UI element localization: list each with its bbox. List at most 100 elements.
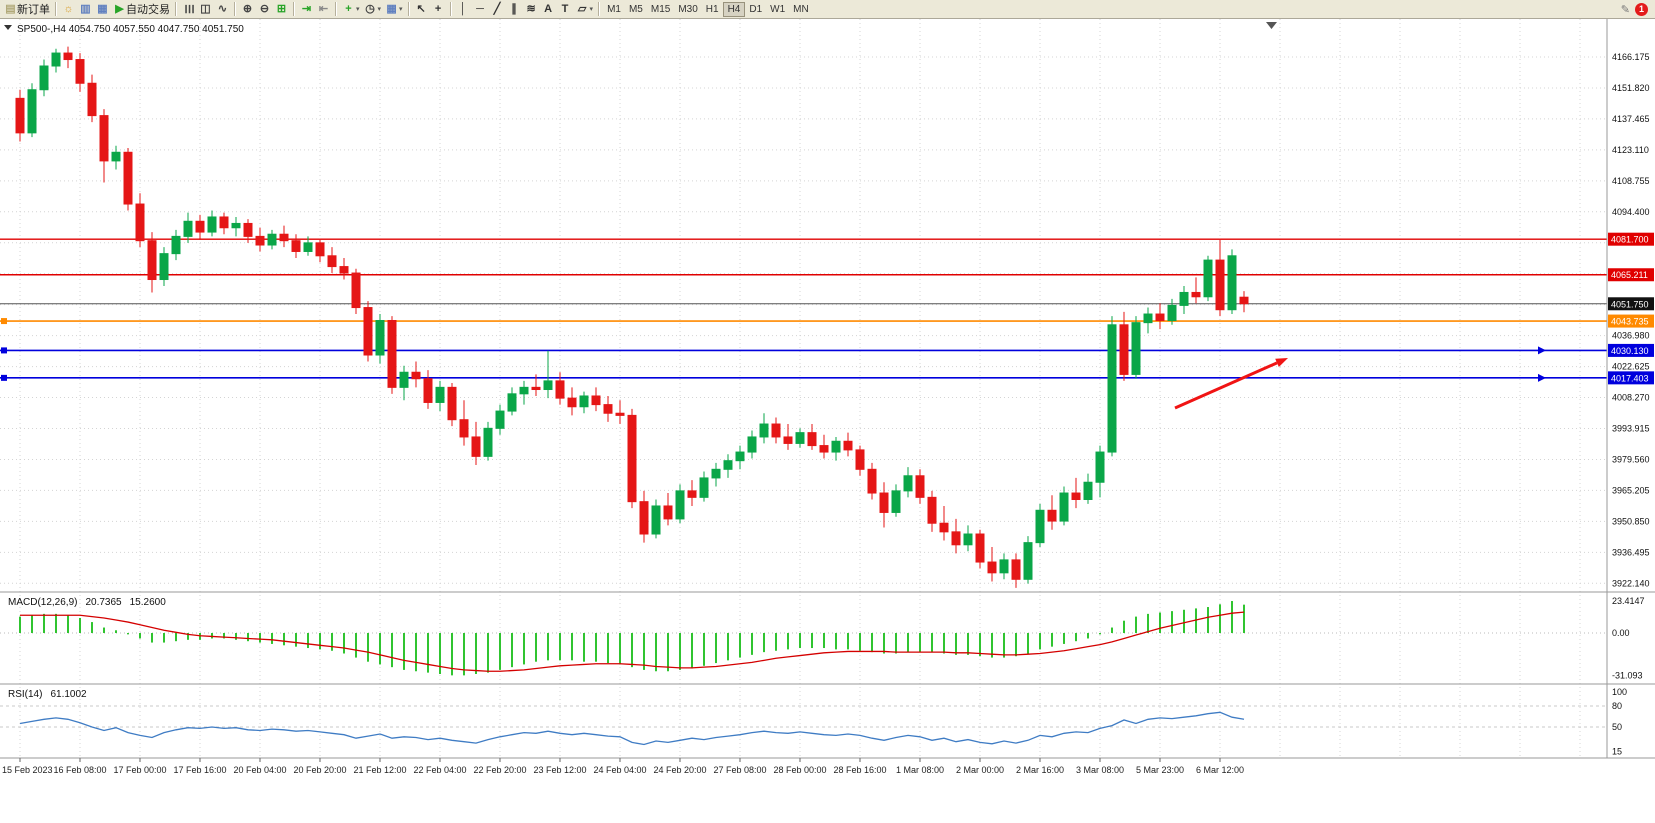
candle [195, 220, 205, 233]
candle [699, 477, 709, 498]
candle [987, 561, 997, 574]
candle [1023, 542, 1033, 580]
timeframe-m30-button[interactable]: M30 [678, 3, 698, 15]
timeframe-h1-button[interactable]: H1 [705, 3, 719, 15]
candle [15, 97, 25, 134]
time-axis-label: 23 Feb 12:00 [533, 765, 586, 775]
toolbar-right: ✎ 1 [1620, 2, 1653, 16]
timeframe-h4-button[interactable]: H4 [722, 1, 746, 17]
horizontal-line-icon: ─ [476, 3, 484, 15]
timeframe-m15-button[interactable]: M15 [650, 3, 671, 15]
candle [939, 522, 949, 533]
templates-icon: ▦ [386, 3, 397, 15]
edit-icon[interactable]: ✎ [1620, 3, 1630, 16]
new-order-button[interactable]: ▤ 新订单 [2, 1, 52, 17]
candle [999, 559, 1009, 574]
crosshair-button[interactable]: + [430, 1, 447, 17]
zoom-out-button[interactable]: ⊖ [256, 1, 273, 17]
price-axis-label: 4008.270 [1612, 393, 1650, 403]
chart-candles-button[interactable]: ◫ [197, 1, 214, 17]
arrow-annotation-head[interactable] [1275, 358, 1288, 367]
timeframe-m1-button[interactable]: M1 [607, 3, 621, 15]
trendline-icon: ╱ [493, 3, 501, 15]
candle [267, 233, 277, 246]
chart-shift-marker[interactable] [1266, 22, 1277, 29]
fibonacci-button[interactable]: ≋ [523, 1, 540, 17]
time-axis-label: 22 Feb 04:00 [413, 765, 466, 775]
charts-window-button[interactable]: ▦ [94, 1, 111, 17]
text-tool-button[interactable]: A [540, 1, 557, 17]
tile-windows-button[interactable]: ⊞ [273, 1, 290, 17]
timeframe-w1-button[interactable]: W1 [770, 3, 786, 15]
arrow-annotation-line[interactable] [1174, 361, 1278, 410]
text-tool-icon: A [544, 3, 553, 15]
templates-button[interactable]: ▦ ▾ [383, 1, 405, 17]
price-badge [1608, 314, 1654, 328]
price-badge [1608, 232, 1654, 246]
new-order-icon: ▤ [5, 3, 16, 15]
shapes-icon: ▱ [577, 3, 587, 15]
toolbar-separator [175, 2, 177, 16]
candle [1155, 313, 1165, 321]
chart-line-button[interactable]: ∿ [214, 1, 231, 17]
zoom-in-button[interactable]: ⊕ [239, 1, 256, 17]
trendline-button[interactable]: ╱ [489, 1, 506, 17]
templates-dropdown-icon[interactable]: ▾ [399, 6, 403, 13]
time-axis-label: 3 Mar 08:00 [1076, 765, 1124, 775]
candle [795, 432, 805, 444]
price-axis-label: 3936.495 [1612, 547, 1650, 557]
price-axis-label: 4094.400 [1612, 207, 1650, 217]
chart-shift-button[interactable]: ⇤ [315, 1, 332, 17]
profiles-button[interactable]: ▥ [77, 1, 94, 17]
candle [1143, 313, 1153, 324]
chart-background [0, 19, 1655, 823]
chart-bars-button[interactable]: ☰ [180, 1, 197, 17]
auto-trading-button[interactable]: ▶ 自动交易 [111, 1, 172, 17]
macd-axis-label: 0.00 [1612, 628, 1630, 638]
channel-button[interactable]: ∥ [506, 1, 523, 17]
notification-badge[interactable]: 1 [1635, 2, 1648, 16]
zoom-out-icon: ⊖ [259, 3, 270, 15]
candle [123, 151, 133, 205]
timeframe-mn-button[interactable]: MN [793, 3, 809, 15]
toolbar-separator [55, 2, 57, 16]
price-axis-label: 4166.175 [1612, 52, 1650, 62]
candle [567, 397, 577, 408]
timeframe-m5-button[interactable]: M5 [628, 3, 643, 15]
chart-menu-icon[interactable] [4, 25, 12, 30]
horizontal-line-button[interactable]: ─ [472, 1, 489, 17]
line-ray-arrow [1538, 373, 1546, 382]
fibonacci-icon: ≋ [526, 3, 536, 15]
time-axis-label: 24 Feb 20:00 [653, 765, 706, 775]
cursor-button[interactable]: ↖ [413, 1, 430, 17]
candle [1059, 492, 1069, 522]
candle [243, 222, 253, 237]
time-axis-label: 17 Feb 16:00 [173, 765, 226, 775]
candle [435, 386, 445, 403]
label-tool-icon: T [561, 3, 569, 15]
candle [687, 490, 697, 498]
shapes-button[interactable]: ▱ ▾ [574, 1, 596, 17]
toolbar-separator [407, 2, 410, 16]
candle [879, 492, 889, 513]
label-tool-button[interactable]: T [557, 1, 574, 17]
candle [339, 266, 349, 274]
candle [255, 235, 265, 246]
alerts-button[interactable]: ☼ [60, 1, 77, 17]
indicators-button[interactable]: + ▾ [340, 1, 362, 17]
candle [759, 423, 769, 438]
candle [951, 531, 961, 546]
candle [63, 52, 73, 61]
zoom-in-icon: ⊕ [242, 3, 253, 15]
auto-scroll-button[interactable]: ⇥ [298, 1, 315, 17]
periods-dropdown-icon[interactable]: ▾ [377, 6, 382, 13]
shapes-dropdown-icon[interactable]: ▾ [589, 6, 594, 13]
candle [411, 371, 421, 380]
vertical-line-button[interactable]: │ [455, 1, 472, 17]
periods-button[interactable]: ◷ ▾ [362, 1, 384, 17]
macd-signal-line [20, 611, 1245, 672]
candle [915, 475, 925, 498]
timeframe-d1-button[interactable]: D1 [749, 3, 763, 15]
price-chart-canvas[interactable]: 4166.175 4151.820 4137.465 4123.110 4108.755… [0, 19, 1655, 823]
indicators-dropdown-icon[interactable]: ▾ [356, 6, 360, 13]
